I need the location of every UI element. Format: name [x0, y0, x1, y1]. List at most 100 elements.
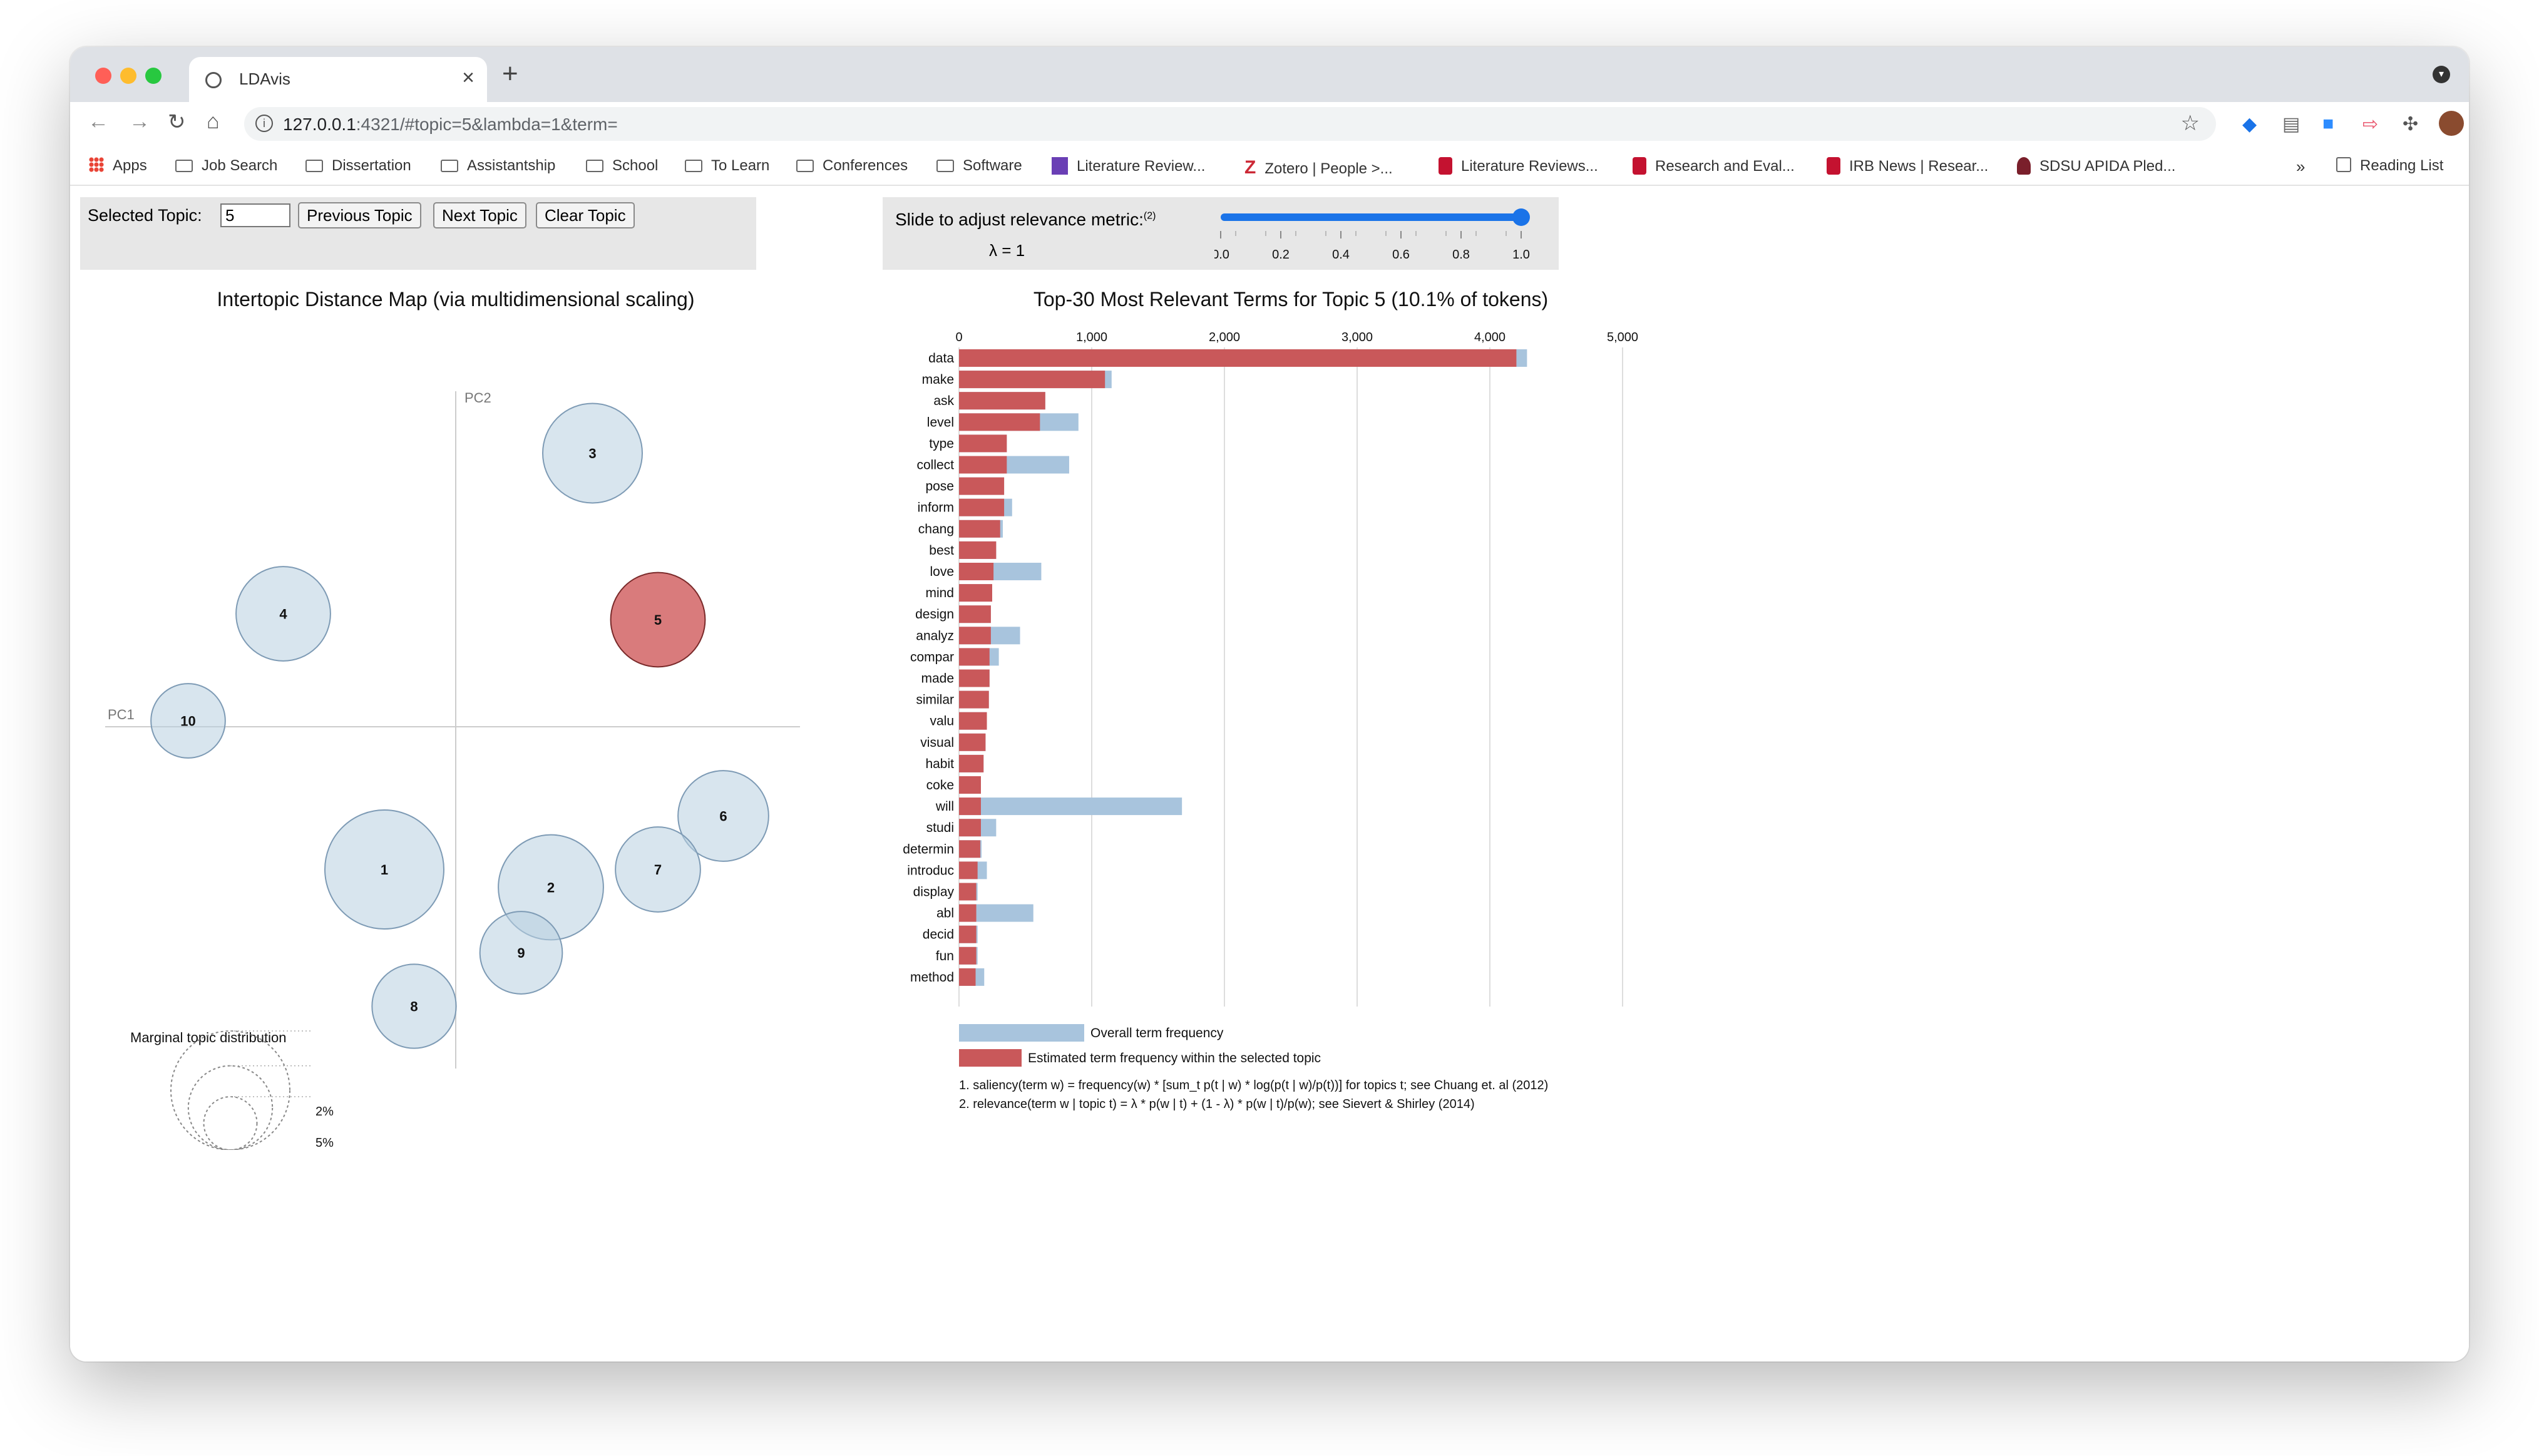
term-label[interactable]: analyz	[916, 628, 954, 643]
slider-track[interactable]	[1221, 213, 1521, 221]
site-info-icon[interactable]: i	[255, 115, 273, 132]
topic-circle-8[interactable]	[371, 963, 457, 1049]
bookmark-software[interactable]: Software	[936, 157, 1022, 175]
bookmarks-overflow-button[interactable]: »	[2296, 157, 2306, 176]
topic-frequency-bar[interactable]	[959, 541, 997, 559]
topic-frequency-bar[interactable]	[959, 498, 1005, 516]
bookmark-literature-reviews[interactable]: Literature Reviews...	[1439, 157, 1598, 175]
bookmark-apps[interactable]: Apps	[89, 157, 147, 175]
topic-circle-6[interactable]	[677, 770, 769, 862]
term-label[interactable]: valu	[930, 714, 954, 729]
term-label[interactable]: visual	[920, 736, 954, 750]
lambda-slider[interactable]: 0.0 0.2 0.4 0.6 0.8 1.0	[1214, 202, 1540, 265]
topic-frequency-bar[interactable]	[959, 520, 1000, 538]
selected-topic-input[interactable]	[220, 203, 290, 227]
topic-frequency-bar[interactable]	[959, 627, 991, 645]
term-label[interactable]: will	[935, 799, 954, 814]
topic-frequency-bar[interactable]	[959, 883, 977, 901]
topic-frequency-bar[interactable]	[959, 925, 977, 943]
term-label[interactable]: type	[929, 436, 954, 451]
term-label[interactable]: collect	[916, 458, 954, 473]
bookmark-zotero[interactable]: Z Zotero | People >...	[1244, 157, 1393, 178]
term-label[interactable]: ask	[933, 394, 954, 408]
bookmark-assistantship[interactable]: Assistantship	[441, 157, 555, 175]
topic-frequency-bar[interactable]	[959, 669, 990, 687]
topic-frequency-bar[interactable]	[959, 819, 981, 837]
slider-thumb[interactable]	[1512, 208, 1530, 226]
extension-zoom-icon[interactable]: ■	[2322, 113, 2334, 134]
term-label[interactable]: pose	[925, 479, 954, 494]
overall-frequency-bar[interactable]	[959, 797, 1182, 816]
topic-frequency-bar[interactable]	[959, 563, 994, 580]
topic-circle-1[interactable]	[324, 809, 444, 930]
address-bar[interactable]: i 127.0.0.1:4321/#topic=5&lambda=1&term=…	[244, 107, 2216, 141]
term-label[interactable]: level	[927, 415, 954, 429]
new-tab-button[interactable]: +	[502, 58, 518, 89]
close-window-button[interactable]	[95, 68, 111, 84]
bookmark-literature-review[interactable]: Literature Review...	[1052, 157, 1205, 175]
term-label[interactable]: love	[930, 565, 954, 579]
bookmark-to-learn[interactable]: To Learn	[685, 157, 769, 175]
topic-circle-3[interactable]	[542, 402, 643, 504]
extension-graduation-icon[interactable]: ◆	[2242, 114, 2257, 135]
topic-frequency-bar[interactable]	[959, 776, 981, 794]
extension-document-icon[interactable]: ▤	[2282, 114, 2300, 135]
term-label[interactable]: introduc	[907, 863, 954, 878]
topic-frequency-bar[interactable]	[959, 477, 1005, 495]
term-label[interactable]: make	[922, 372, 954, 387]
previous-topic-button[interactable]: Previous Topic	[298, 202, 421, 228]
reload-icon[interactable]: ↻	[168, 110, 186, 134]
profile-avatar[interactable]	[2439, 111, 2464, 136]
term-label[interactable]: decid	[923, 928, 954, 942]
topic-frequency-bar[interactable]	[959, 712, 987, 730]
topic-frequency-bar[interactable]	[959, 349, 1517, 367]
topic-frequency-bar[interactable]	[959, 690, 989, 709]
bookmark-dissertation[interactable]: Dissertation	[305, 157, 411, 175]
term-label[interactable]: mind	[925, 586, 954, 600]
topic-frequency-bar[interactable]	[959, 413, 1040, 431]
topic-frequency-bar[interactable]	[959, 605, 991, 623]
bookmark-school[interactable]: School	[586, 157, 658, 175]
maximize-window-button[interactable]	[145, 68, 162, 84]
bookmark-conferences[interactable]: Conferences	[796, 157, 908, 175]
term-label[interactable]: made	[921, 672, 954, 686]
minimize-window-button[interactable]	[120, 68, 136, 84]
term-label[interactable]: data	[928, 351, 954, 366]
term-label[interactable]: abl	[936, 906, 954, 921]
term-label[interactable]: determin	[903, 842, 954, 856]
topic-frequency-bar[interactable]	[959, 371, 1105, 389]
term-label[interactable]: display	[913, 885, 955, 900]
forward-icon[interactable]: →	[129, 110, 150, 133]
extensions-puzzle-icon[interactable]: ✣	[2403, 114, 2419, 135]
topic-frequency-bar[interactable]	[959, 456, 1007, 474]
bookmark-irb-news[interactable]: IRB News | Resear...	[1827, 157, 1988, 175]
topic-circle-5[interactable]	[610, 572, 706, 668]
term-label[interactable]: inform	[918, 501, 954, 515]
clear-topic-button[interactable]: Clear Topic	[536, 202, 635, 228]
topic-frequency-bar[interactable]	[959, 840, 980, 858]
bookmark-job-search[interactable]: Job Search	[175, 157, 277, 175]
tab-search-icon[interactable]: ▾	[2433, 66, 2450, 83]
bookmark-sdsu-apida[interactable]: SDSU APIDA Pled...	[2017, 157, 2175, 175]
term-label[interactable]: chang	[918, 522, 954, 536]
tab-ldavis[interactable]: LDAvis ×	[189, 57, 487, 102]
term-label[interactable]: similar	[916, 693, 954, 707]
topic-frequency-bar[interactable]	[959, 968, 976, 986]
topic-circle-4[interactable]	[235, 566, 331, 662]
term-label[interactable]: compar	[910, 650, 954, 664]
topic-frequency-bar[interactable]	[959, 946, 977, 965]
topic-circle-10[interactable]	[150, 683, 226, 759]
next-topic-button[interactable]: Next Topic	[433, 202, 526, 228]
term-label[interactable]: fun	[936, 949, 954, 963]
term-label[interactable]: design	[915, 607, 954, 622]
term-label[interactable]: best	[929, 543, 954, 558]
term-label[interactable]: studi	[926, 821, 954, 835]
term-label[interactable]: method	[910, 970, 954, 985]
term-label[interactable]: coke	[926, 778, 954, 792]
topic-frequency-bar[interactable]	[959, 434, 1007, 453]
extension-arrow-icon[interactable]: ⇨	[2362, 114, 2379, 135]
topic-frequency-bar[interactable]	[959, 904, 977, 922]
topic-circle-7[interactable]	[615, 826, 701, 913]
topic-frequency-bar[interactable]	[959, 797, 981, 816]
topic-frequency-bar[interactable]	[959, 861, 978, 879]
